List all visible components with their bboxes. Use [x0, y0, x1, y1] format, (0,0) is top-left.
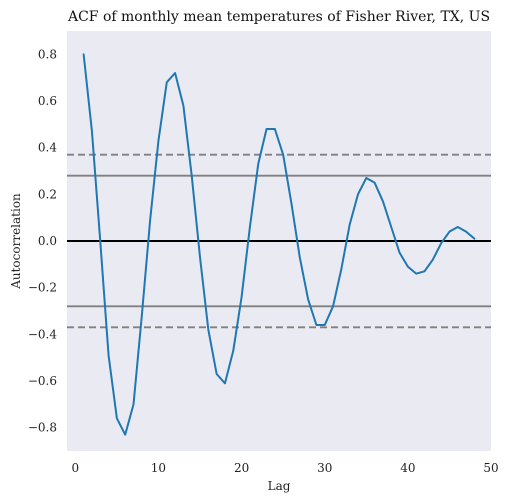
- chart-title: ACF of monthly mean temperatures of Fish…: [67, 9, 490, 25]
- x-tick-label: 20: [234, 461, 249, 475]
- x-axis-ticks: 0 10 20 30 40 50: [71, 461, 498, 475]
- y-tick-label: 0.4: [38, 141, 57, 155]
- y-axis-ticks: −0.8 −0.6 −0.4 −0.2 0.0 0.2 0.4 0.6 0.8: [28, 47, 58, 434]
- y-tick-label: −0.4: [28, 327, 58, 341]
- y-tick-label: −0.8: [28, 421, 57, 435]
- y-tick-label: −0.6: [28, 374, 57, 388]
- acf-series-line-0: [82, 53, 476, 436]
- y-tick-label: −0.2: [28, 281, 57, 295]
- y-tick-label: 0.2: [38, 187, 57, 201]
- x-tick-label: 40: [400, 461, 415, 475]
- y-axis-label: Autocorrelation: [9, 193, 23, 290]
- y-tick-label: 0.8: [38, 47, 57, 61]
- y-tick-label: 0.0: [38, 234, 57, 248]
- x-tick-label: 30: [317, 461, 332, 475]
- y-tick-label: 0.6: [38, 94, 57, 108]
- x-tick-label: 50: [483, 461, 498, 475]
- x-tick-label: 10: [151, 461, 166, 475]
- x-tick-label: 0: [71, 461, 79, 475]
- reference-lines: [67, 153, 491, 329]
- series-group: [82, 53, 476, 436]
- x-axis-label: Lag: [268, 479, 291, 493]
